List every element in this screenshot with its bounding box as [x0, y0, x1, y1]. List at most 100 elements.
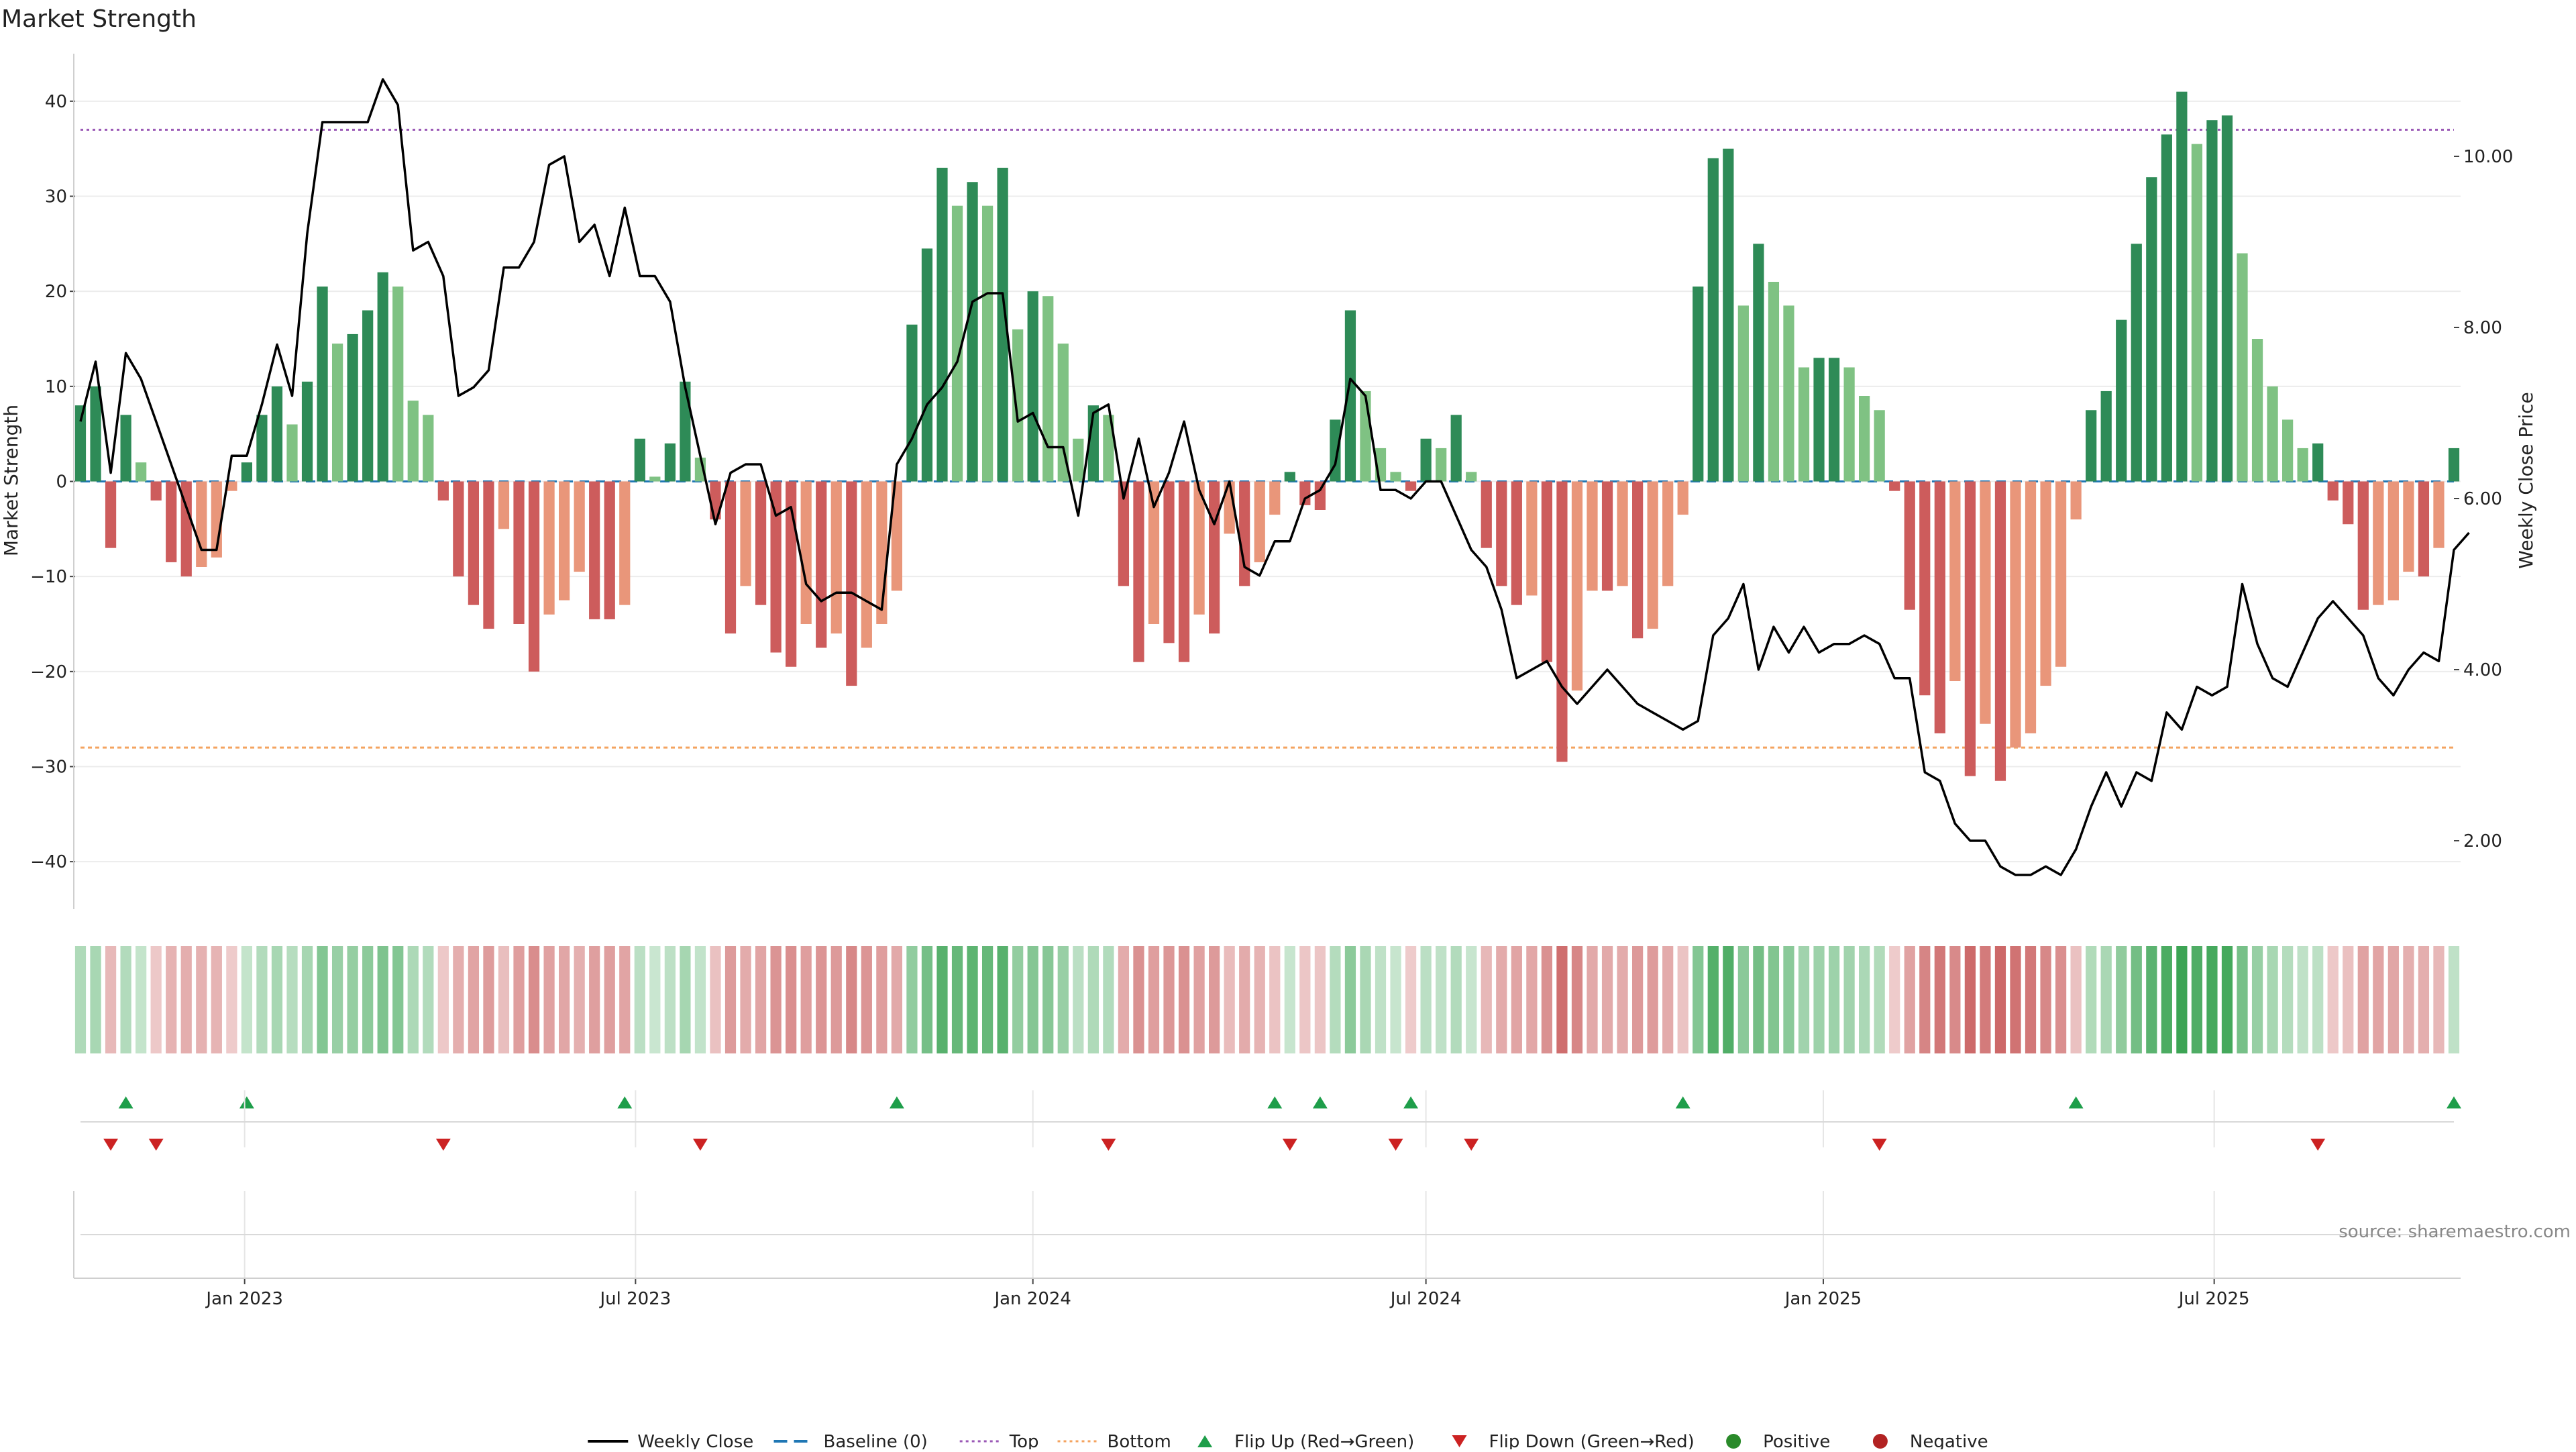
flip-up-marker: [118, 1096, 133, 1108]
heat-cell: [1012, 946, 1024, 1053]
strength-bar: [1390, 472, 1401, 482]
heat-cell: [710, 946, 721, 1053]
left-tick-label: 0: [56, 472, 67, 492]
legend-item: Flip Up (Red→Green): [1197, 1432, 1414, 1452]
legend-item: Top: [959, 1432, 1039, 1452]
heat-cell: [2237, 946, 2248, 1053]
strength-bar: [2448, 448, 2460, 482]
heat-cell: [2297, 946, 2308, 1053]
strength-bar: [1360, 391, 1371, 482]
heat-cell: [1133, 946, 1144, 1053]
heat-cell: [1693, 946, 1704, 1053]
strength-bar: [241, 462, 252, 482]
flip-down-marker: [1388, 1139, 1403, 1151]
x-tick-label: Jul 2023: [598, 1289, 671, 1309]
heat-cell: [1390, 946, 1401, 1053]
heat-cell: [2010, 946, 2021, 1053]
heat-cell: [407, 946, 419, 1053]
heat-cell: [1224, 946, 1235, 1053]
strength-bar: [755, 481, 767, 605]
strength-bar: [1118, 481, 1130, 586]
heat-cell: [1859, 946, 1870, 1053]
heat-cell: [2448, 946, 2460, 1053]
heat-cell: [1344, 946, 1356, 1053]
flip-down-marker: [103, 1139, 119, 1151]
strength-bar: [74, 405, 87, 482]
heat-cell: [286, 946, 298, 1053]
strength-bar: [2086, 410, 2097, 482]
heat-cell: [800, 946, 812, 1053]
strength-bar: [786, 481, 797, 667]
strength-bar: [1073, 438, 1084, 482]
strength-bar: [1859, 396, 1870, 482]
heat-cell: [936, 946, 948, 1053]
heat-cell: [331, 946, 343, 1053]
heat-cell: [2387, 946, 2399, 1053]
strength-bar: [936, 168, 948, 482]
heat-cell: [498, 946, 510, 1053]
legend-swatch-flip-up: [1197, 1435, 1213, 1447]
strength-bar: [2191, 144, 2203, 482]
strength-bar: [1541, 481, 1553, 662]
heat-cell: [1027, 946, 1038, 1053]
heat-cell: [2086, 946, 2097, 1053]
heat-cell: [437, 946, 449, 1053]
flip-down-marker: [1872, 1139, 1887, 1151]
heat-cell: [150, 946, 162, 1053]
strength-bar: [1662, 481, 1674, 586]
heat-cell: [830, 946, 842, 1053]
heat-cell: [1874, 946, 1885, 1053]
heat-cell: [1209, 946, 1220, 1053]
flip-down-marker: [435, 1139, 451, 1151]
strength-bar: [1647, 481, 1658, 629]
strength-bar: [1889, 481, 1900, 491]
strength-bar: [1798, 367, 1810, 482]
strength-bar: [1813, 358, 1825, 482]
heat-cell: [1405, 946, 1417, 1053]
strength-bar: [559, 481, 570, 601]
left-tick-label: 10: [45, 377, 67, 397]
flip-up-marker: [889, 1096, 904, 1108]
right-tick-label: 4.00: [2463, 660, 2502, 680]
heat-cell: [1526, 946, 1538, 1053]
heat-cell: [271, 946, 283, 1053]
heat-cell: [1103, 946, 1114, 1053]
strength-bar: [1481, 481, 1492, 548]
strength-bar: [498, 481, 510, 529]
strength-bar: [1042, 296, 1054, 482]
strength-bar: [1556, 481, 1568, 762]
strength-bar: [2327, 481, 2339, 501]
heat-cell: [1541, 946, 1553, 1053]
heat-cell: [256, 946, 268, 1053]
strength-bar: [407, 401, 419, 482]
heat-cell: [1118, 946, 1130, 1053]
strength-bar: [256, 415, 268, 482]
heat-cell: [1420, 946, 1432, 1053]
heat-cell: [724, 946, 737, 1053]
strength-bar: [1707, 158, 1719, 482]
strength-bar: [150, 481, 162, 501]
strength-bar: [1163, 481, 1175, 643]
heat-cell: [301, 946, 313, 1053]
strength-bar: [861, 481, 872, 648]
heat-cell: [2206, 946, 2218, 1053]
strength-bar: [331, 344, 343, 482]
heat-cell: [619, 946, 631, 1053]
strength-bar: [226, 481, 237, 491]
strength-bar: [680, 381, 691, 482]
strength-bar: [2297, 448, 2308, 482]
heat-cell: [1980, 946, 1991, 1053]
strength-bar: [453, 481, 464, 577]
heat-cell: [136, 946, 147, 1053]
left-tick-label: −30: [30, 758, 67, 778]
strength-bar: [301, 381, 313, 482]
strength-bar: [483, 481, 494, 629]
heat-cell: [2025, 946, 2037, 1053]
axes: −40 −30 −20 −10 0 10 20 30 40 2.00 4.00 6.00 8.00 10.…: [30, 54, 2513, 1309]
flip-up-marker: [239, 1096, 254, 1108]
heat-cell: [1450, 946, 1462, 1053]
left-tick-label: −10: [30, 567, 67, 587]
heat-cell: [2251, 946, 2263, 1053]
strength-bar: [1693, 287, 1704, 482]
